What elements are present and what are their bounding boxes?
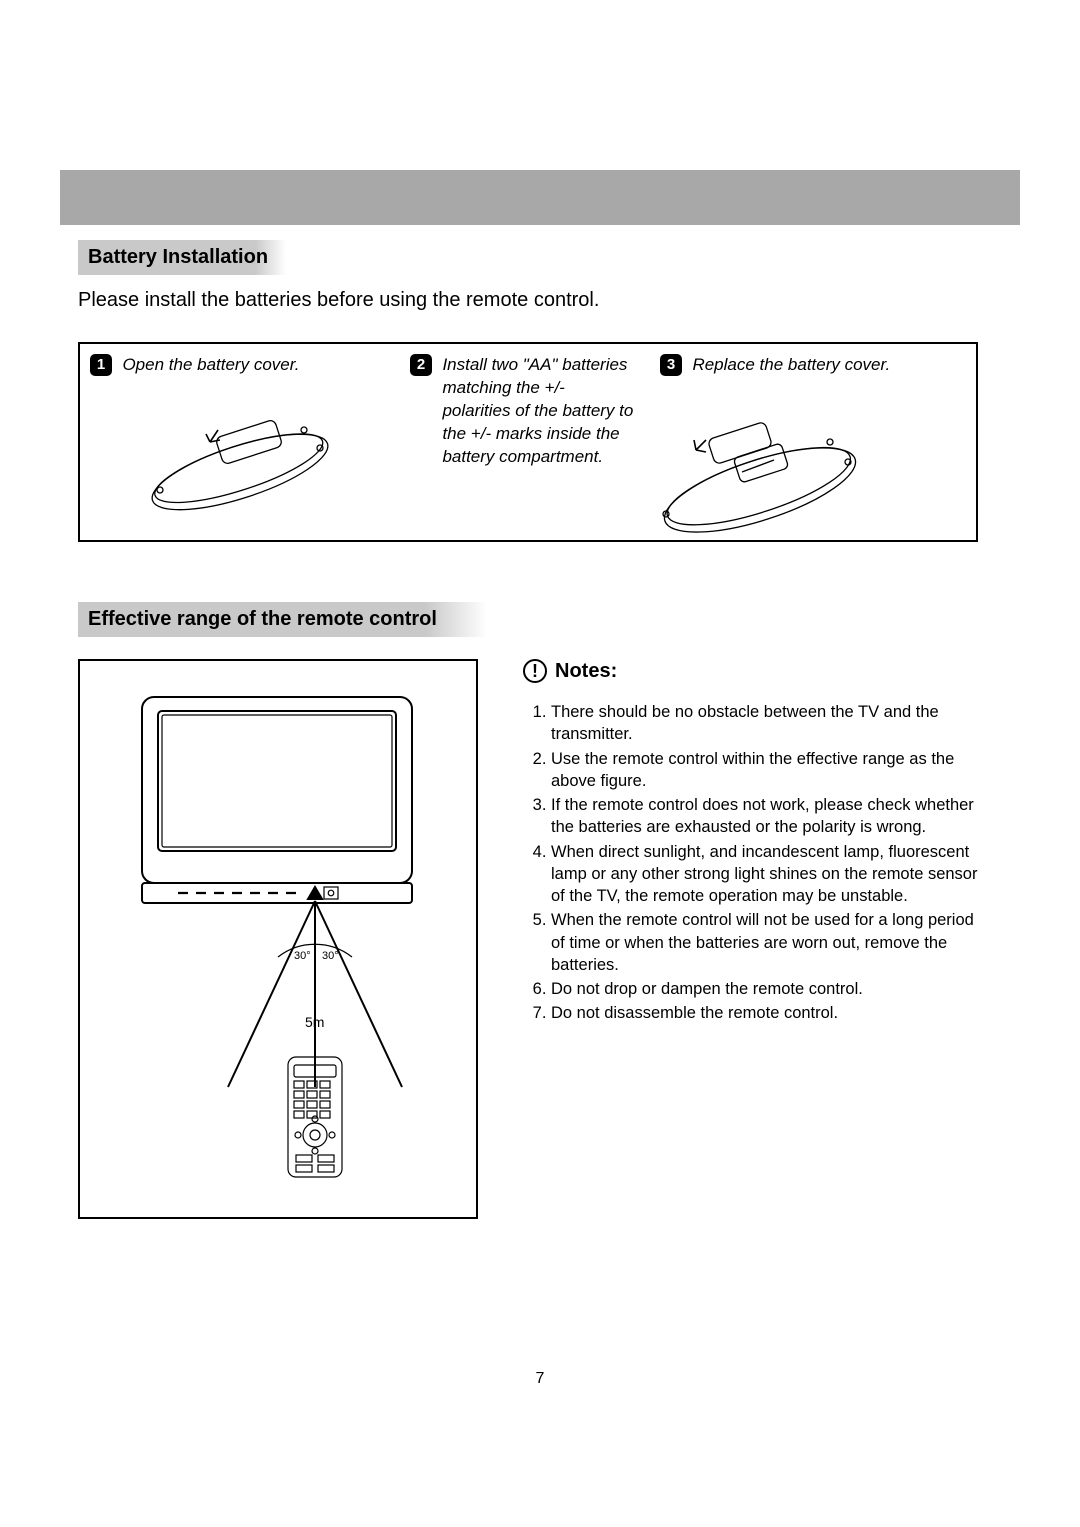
range-diagram-box: 30° 30° 5m xyxy=(78,659,478,1219)
note-item: When the remote control will not be used… xyxy=(551,909,978,976)
page-number: 7 xyxy=(0,1370,1080,1388)
note-item: Do not drop or dampen the remote control… xyxy=(551,978,978,1000)
remote-replace-cover-illustration xyxy=(640,390,870,540)
note-item: When direct sunlight, and incandescent l… xyxy=(551,841,978,908)
step-2: 2 Install two "AA" batteries matching th… xyxy=(410,354,640,469)
notes-column: ! Notes: There should be no obstacle bet… xyxy=(523,659,978,1219)
notes-heading: ! Notes: xyxy=(523,659,978,683)
angle-right-label: 30° xyxy=(322,950,339,962)
step-badge-3: 3 xyxy=(660,354,682,376)
section2-heading-wrap: Effective range of the remote control xyxy=(78,602,978,637)
step-1: 1 Open the battery cover. xyxy=(90,354,400,377)
step-1-text: Open the battery cover. xyxy=(122,354,299,377)
note-item: If the remote control does not work, ple… xyxy=(551,794,978,839)
page: Battery Installation Please install the … xyxy=(0,0,1080,1527)
note-item: There should be no obstacle between the … xyxy=(551,701,978,746)
step-2-text: Install two "AA" batteries matching the … xyxy=(442,354,637,469)
step-badge-1: 1 xyxy=(90,354,112,376)
range-diagram-svg: 30° 30° 5m xyxy=(108,687,448,1187)
exclamation-icon: ! xyxy=(523,659,547,683)
intro-text: Please install the batteries before usin… xyxy=(78,289,978,312)
step-badge-2: 2 xyxy=(410,354,432,376)
distance-label: 5m xyxy=(305,1014,324,1030)
note-item: Use the remote control within the effect… xyxy=(551,748,978,793)
header-gray-bar xyxy=(60,170,1020,225)
remote-open-cover-illustration xyxy=(140,382,340,522)
notes-list: There should be no obstacle between the … xyxy=(523,701,978,1025)
step-3: 3 Replace the battery cover. xyxy=(660,354,970,377)
installation-steps-box: 1 Open the battery cover. 2 In xyxy=(78,342,978,542)
content-area: Battery Installation Please install the … xyxy=(78,240,978,1219)
lower-row: 30° 30° 5m xyxy=(78,659,978,1219)
battery-installation-heading: Battery Installation xyxy=(78,240,286,275)
step-3-text: Replace the battery cover. xyxy=(692,354,890,377)
effective-range-heading: Effective range of the remote control xyxy=(78,602,487,637)
angle-left-label: 30° xyxy=(294,950,311,962)
note-item: Do not disassemble the remote control. xyxy=(551,1002,978,1024)
notes-title: Notes: xyxy=(555,660,617,683)
